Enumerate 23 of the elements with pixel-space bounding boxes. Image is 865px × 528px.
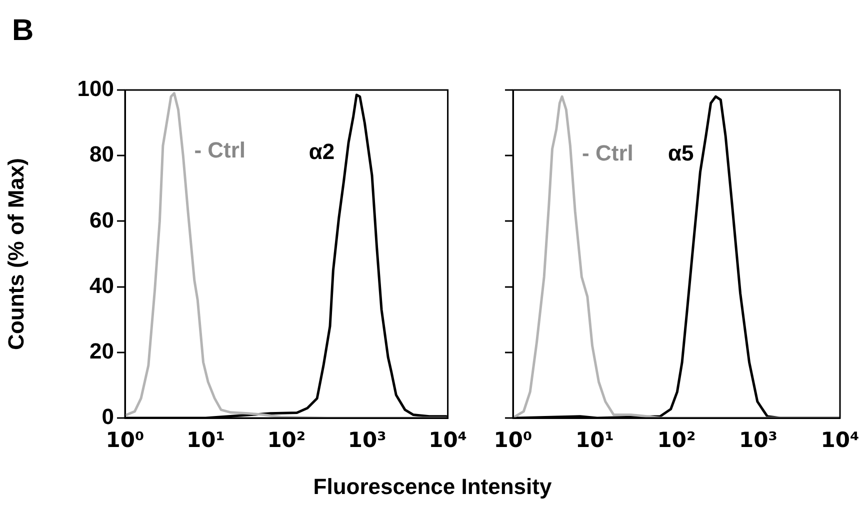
y-tick-label: 20 <box>90 338 114 364</box>
x-tick-label: 10⁰ <box>494 428 532 452</box>
x-axis-title: Fluorescence Intensity <box>312 474 553 500</box>
y-tick-label: 60 <box>90 207 114 232</box>
y-tick-label: 40 <box>90 272 114 298</box>
y-tick-label: 80 <box>90 142 114 167</box>
series-label: α5 <box>668 140 694 166</box>
series-label: - Ctrl <box>582 140 634 166</box>
x-tick-label: 10⁴ <box>428 428 467 452</box>
x-tick-label: 10³ <box>348 428 386 452</box>
x-tick-label: 10⁰ <box>106 428 144 452</box>
x-tick-label: 10¹ <box>576 428 614 452</box>
y-tick-label: 0 <box>102 404 114 430</box>
x-tick-label: 10² <box>267 428 306 452</box>
y-axis-title: Counts (% of Max) <box>3 158 28 350</box>
x-tick-label: 10¹ <box>186 428 225 452</box>
x-tick-label: 10³ <box>739 428 778 452</box>
x-tick-label: 10² <box>657 428 696 452</box>
chart-title: B <box>12 14 34 48</box>
series-label: α2 <box>308 138 335 164</box>
y-tick-label: 100 <box>77 76 114 102</box>
x-tick-label: 10⁴ <box>820 428 860 452</box>
series-label: - Ctrl <box>194 137 246 162</box>
